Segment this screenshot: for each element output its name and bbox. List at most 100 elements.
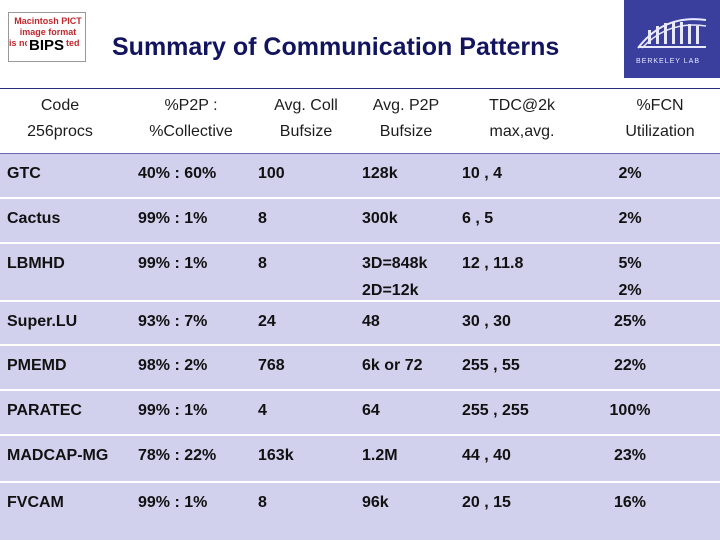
cell-p2p-collective: 99% : 1%	[138, 255, 208, 272]
cell-fcn-utilization: 5% 2%	[600, 250, 660, 304]
slide-title: Summary of Communication Patterns	[112, 33, 560, 61]
cell-code: Cactus	[7, 210, 61, 227]
cell-coll-bufsize: 8	[258, 210, 267, 227]
cell-line-1: 2%	[618, 165, 642, 182]
table-row: FVCAM 99% : 1% 8 96k 20 , 15 16%	[0, 483, 720, 540]
cell-tdc: 12 , 11.8	[462, 255, 524, 272]
table-row: GTC 40% : 60% 100 128k 10 , 4 2%	[0, 154, 720, 199]
cell-coll-bufsize: 4	[258, 402, 267, 419]
cell-p2p-collective: 99% : 1%	[138, 402, 208, 419]
cell-p2p-collective: 99% : 1%	[138, 494, 208, 511]
cell-p2p-collective: 98% : 2%	[138, 357, 208, 374]
cell-coll-bufsize: 768	[258, 357, 285, 374]
cell-line-2: 2D=12k	[362, 282, 419, 299]
column-header-p2p-collective: %P2P : %Collective	[125, 93, 257, 145]
column-header-line-2: 256procs	[27, 123, 93, 140]
cell-code: MADCAP-MG	[7, 447, 109, 464]
table-row: PMEMD 98% : 2% 768 6k or 72 255 , 55 22%	[0, 346, 720, 391]
cell-p2p-bufsize: 3D=848k 2D=12k	[362, 250, 427, 304]
cell-code: PARATEC	[7, 402, 82, 419]
table-row: Super.LU 93% : 7% 24 48 30 , 30 25%	[0, 302, 720, 346]
column-header-line-2: Bufsize	[379, 123, 433, 140]
berkeley-lab-logo: BERKELEY LAB	[624, 0, 720, 78]
cell-p2p-bufsize: 96k	[362, 489, 389, 516]
cell-tdc: 20 , 15	[462, 494, 511, 511]
cell-fcn-utilization: 23%	[600, 442, 660, 469]
bips-logo: Macintosh PICT image format is not suppo…	[8, 12, 86, 62]
cell-tdc: 255 , 55	[462, 357, 520, 374]
cell-line-1: 128k	[362, 165, 398, 182]
cell-p2p-bufsize: 48	[362, 308, 380, 335]
column-header-line-2: Utilization	[625, 123, 695, 140]
communication-table: Code 256procs %P2P : %Collective Avg. Co…	[0, 89, 720, 540]
column-header-line-2: max,avg.	[489, 123, 555, 140]
table-header-row: Code 256procs %P2P : %Collective Avg. Co…	[0, 89, 720, 154]
column-header-line-1: %P2P :	[164, 97, 218, 114]
cell-p2p-collective: 40% : 60%	[138, 165, 217, 182]
cell-coll-bufsize: 24	[258, 313, 276, 330]
cell-fcn-utilization: 16%	[600, 489, 660, 516]
column-header-line-2: %Collective	[149, 123, 233, 140]
bips-label: BIPS	[27, 37, 67, 55]
column-header-line-1: Avg. P2P	[372, 97, 440, 114]
pict-placeholder-line-1: Macintosh PICT	[14, 16, 82, 26]
cell-line-1: 1.2M	[362, 447, 398, 464]
cell-coll-bufsize: 8	[258, 494, 267, 511]
column-header-coll-bufsize: Avg. Coll Bufsize	[256, 93, 356, 145]
column-header-line-1: %FCN	[636, 97, 684, 114]
cell-line-1: 23%	[613, 447, 647, 464]
cell-line-1: 2%	[618, 210, 642, 227]
cell-fcn-utilization: 2%	[600, 160, 660, 187]
column-header-tdc: TDC@2k max,avg.	[462, 93, 582, 145]
pict-placeholder-line-2: image format	[19, 27, 77, 37]
cell-tdc: 30 , 30	[462, 313, 511, 330]
cell-line-1: 22%	[613, 357, 647, 374]
cell-code: FVCAM	[7, 494, 64, 511]
lab-building-icon	[637, 18, 707, 49]
cell-line-1: 25%	[613, 313, 647, 330]
cell-line-1: 5%	[618, 255, 642, 272]
cell-fcn-utilization: 25%	[600, 308, 660, 335]
cell-line-2: 2%	[618, 282, 642, 299]
cell-p2p-collective: 78% : 22%	[138, 447, 217, 464]
slide-header: Macintosh PICT image format is not suppo…	[0, 0, 720, 90]
column-header-code: Code 256procs	[0, 93, 120, 145]
cell-line-1: 6k or 72	[362, 357, 423, 374]
cell-fcn-utilization: 2%	[600, 205, 660, 232]
cell-coll-bufsize: 163k	[258, 447, 294, 464]
cell-line-1: 100%	[609, 402, 651, 419]
cell-fcn-utilization: 100%	[600, 397, 660, 424]
table-row: MADCAP-MG 78% : 22% 163k 1.2M 44 , 40 23…	[0, 436, 720, 483]
cell-p2p-bufsize: 64	[362, 397, 380, 424]
cell-line-1: 48	[362, 313, 380, 330]
cell-tdc: 10 , 4	[462, 165, 503, 182]
table-row: LBMHD 99% : 1% 8 3D=848k 2D=12k 12 , 11.…	[0, 244, 720, 302]
cell-fcn-utilization: 22%	[600, 352, 660, 379]
cell-p2p-bufsize: 300k	[362, 205, 398, 232]
cell-line-1: 3D=848k	[362, 255, 428, 272]
cell-coll-bufsize: 8	[258, 255, 267, 272]
column-header-line-2: Bufsize	[279, 123, 333, 140]
cell-tdc: 255 , 255	[462, 402, 529, 419]
table-row: PARATEC 99% : 1% 4 64 255 , 255 100%	[0, 391, 720, 436]
column-header-p2p-bufsize: Avg. P2P Bufsize	[356, 93, 456, 145]
cell-p2p-bufsize: 6k or 72	[362, 352, 422, 379]
cell-p2p-collective: 93% : 7%	[138, 313, 208, 330]
cell-tdc: 44 , 40	[462, 447, 511, 464]
cell-line-1: 300k	[362, 210, 398, 227]
cell-code: GTC	[7, 165, 41, 182]
cell-code: Super.LU	[7, 313, 78, 330]
cell-code: LBMHD	[7, 255, 65, 272]
cell-p2p-bufsize: 128k	[362, 160, 398, 187]
cell-p2p-collective: 99% : 1%	[138, 210, 208, 227]
cell-line-1: 96k	[362, 494, 389, 511]
cell-tdc: 6 , 5	[462, 210, 494, 227]
cell-coll-bufsize: 100	[258, 165, 285, 182]
cell-line-1: 64	[362, 402, 380, 419]
column-header-fcn-utilization: %FCN Utilization	[600, 93, 720, 145]
column-header-line-1: TDC@2k	[488, 97, 556, 114]
column-header-line-1: Avg. Coll	[274, 97, 338, 114]
cell-line-1: 16%	[613, 494, 647, 511]
cell-code: PMEMD	[7, 357, 67, 374]
column-header-line-1: Code	[40, 97, 80, 114]
